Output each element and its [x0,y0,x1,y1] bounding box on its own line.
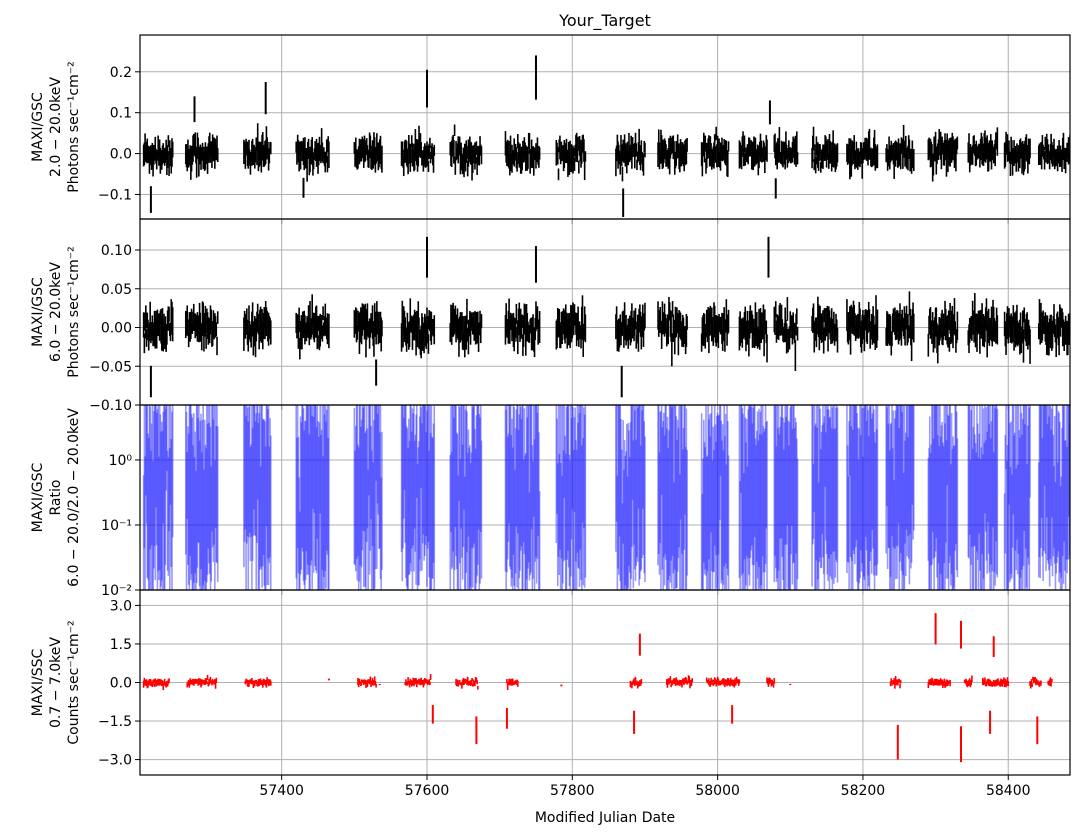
y-tick-label: 10⁻² [101,583,132,599]
y-axis-label-line: MAXI/GSC [30,462,46,532]
y-axis-label-line: Ratio [48,480,64,516]
x-tick-label: 58000 [695,783,740,799]
panel-2: −0.10 −0.05 0.00 0.05 0.10 MAXI/GSC 6.0 − 20.0… [30,218,1071,414]
y-tick-label: −3.0 [98,753,132,769]
y-axis-label-line: Counts sec⁻¹cm⁻² [66,620,82,744]
y-tick-label: −0.10 [89,398,132,414]
y-tick-label: 0.1 [110,106,132,122]
panel-frame [139,34,1071,220]
x-axis-label: Modified Julian Date [535,810,675,826]
x-tick-label: 57800 [550,783,595,799]
y-axis-label-line: 6.0 − 20.0keV [48,262,64,362]
y-tick-label: 0.0 [110,676,132,692]
x-tick-label: 58400 [986,783,1031,799]
series-2 [142,236,1070,398]
x-tick-label: 57400 [259,783,304,799]
x-tick-label: 58200 [841,783,886,799]
y-axis-label-line: MAXI/GSC [30,277,46,347]
y-tick-label: 0.05 [101,282,132,298]
series-4 [142,613,1053,763]
y-tick-label: −0.05 [89,359,132,375]
y-tick-label: −1.5 [98,714,132,730]
panel-3: 10⁻² 10⁻¹ 10⁰ MAXI/GSC Ratio 6.0 − 20.0/2.0 −… [30,404,1071,599]
series-3 [142,405,1070,590]
y-tick-label: 0.0 [110,147,132,163]
y-tick-label: 1.5 [110,637,132,653]
chart-title: Your_Target [558,11,651,31]
y-axis-label-line: 6.0 − 20.0/2.0 − 20.0keV [66,408,82,587]
y-tick-label: 3.0 [110,598,132,614]
y-tick-label: 10⁻¹ [101,518,132,534]
y-axis-label-line: MAXI/GSC [30,92,46,162]
panel-4: −3.0 −1.5 0.0 1.5 3.0 57400 57600 57800 58000 582… [30,589,1071,799]
y-axis-label-line: 0.7 − 7.0keV [48,637,64,728]
x-tick-label: 57600 [405,783,450,799]
y-tick-label: 10⁰ [109,453,133,469]
panel-1: −0.1 0.0 0.1 0.2 MAXI/GSC 2.0 − 20.0keV Photon… [30,34,1071,224]
y-tick-label: 0.00 [101,321,132,337]
y-tick-label: 0.10 [101,243,132,259]
y-axis-label-line: Photons sec⁻¹cm⁻² [66,61,82,193]
series-1 [142,55,1070,217]
y-axis-label-line: MAXI/SSC [30,648,46,716]
y-axis-label-line: 2.0 − 20.0keV [48,77,64,177]
y-tick-label: −0.1 [98,187,132,203]
y-axis-label-line: Photons sec⁻¹cm⁻² [66,246,82,378]
y-tick-label: 0.2 [110,65,132,81]
